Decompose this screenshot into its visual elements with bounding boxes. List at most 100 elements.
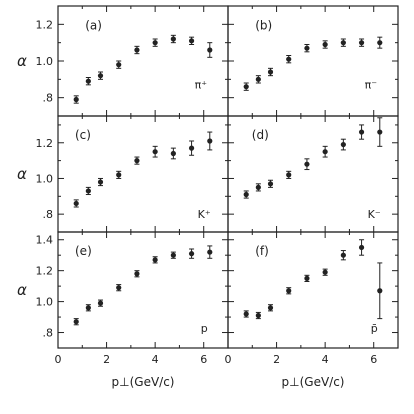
y-tick-label: 1.4 — [36, 234, 54, 247]
data-point — [286, 172, 292, 178]
data-point — [377, 40, 383, 46]
particle-label: p — [201, 322, 208, 335]
y-axis-title: α — [17, 165, 27, 183]
data-point — [207, 249, 213, 255]
x-axis-title: p⊥(GeV/c) — [112, 375, 175, 389]
data-point — [304, 45, 310, 51]
panel-e: .8 1.0 1.2 1.4 α 0 2 4 6 p⊥(GeV/c) (e) p — [17, 231, 229, 389]
data-point — [188, 38, 195, 44]
x-tick-label: 2 — [103, 353, 110, 366]
data-point — [255, 312, 261, 319]
x-tick-label: 2 — [273, 353, 280, 366]
data-point — [170, 36, 176, 42]
y-tick-label: 1.2 — [36, 18, 54, 31]
data-point — [243, 191, 249, 198]
data-point — [73, 96, 79, 103]
panel-f: 0 2 4 6 p⊥(GeV/c) (f) p̄ — [225, 231, 399, 389]
particle-label: p̄ — [371, 322, 378, 335]
data-point — [85, 78, 91, 84]
x-tick-label: 6 — [200, 353, 207, 366]
y-axis-title: α — [17, 52, 27, 70]
x-tick-label: 6 — [370, 353, 377, 366]
panel-label: (e) — [75, 244, 92, 258]
panel-b: (b) π⁻ — [227, 5, 399, 117]
data-point — [358, 129, 365, 135]
panel-d: (d) K⁻ — [227, 115, 399, 233]
data-point — [134, 271, 140, 277]
y-axis-title: α — [17, 281, 27, 299]
panel-label: (b) — [255, 18, 272, 32]
x-tick-label: 4 — [322, 353, 329, 366]
data-point — [322, 269, 328, 275]
data-point — [304, 275, 310, 281]
panel-label: (a) — [85, 18, 102, 32]
particle-label: π⁻ — [365, 79, 378, 92]
data-point — [73, 200, 79, 207]
data-point — [207, 47, 213, 53]
data-point — [358, 40, 365, 46]
panel-frame — [227, 5, 399, 117]
data-point — [85, 188, 91, 194]
data-point — [188, 145, 195, 151]
data-point — [188, 251, 195, 257]
data-point — [322, 41, 328, 48]
x-tick-label: 4 — [152, 353, 159, 366]
y-tick-label: 1.0 — [36, 296, 54, 309]
data-point — [243, 84, 249, 90]
data-point — [286, 288, 292, 294]
data-point — [358, 244, 365, 251]
data-point — [73, 319, 79, 325]
panel-c: .8 1.0 1.2 α (c) K⁺ — [17, 115, 229, 233]
panel-frame — [57, 5, 229, 117]
data-point — [207, 138, 213, 144]
data-point — [134, 47, 140, 53]
particle-label: K⁻ — [368, 208, 381, 221]
data-point — [304, 161, 310, 167]
data-point — [170, 150, 176, 157]
panels-group: .8 1.0 1.2 α (a) π⁺ (b) π⁻ .8 1.0 1.2 α (c) K⁺ (d) K⁻ .8… — [17, 5, 399, 389]
panel-label: (c) — [75, 128, 91, 142]
data-point — [340, 40, 346, 46]
panel-label: (d) — [252, 128, 269, 142]
data-point — [255, 76, 261, 82]
data-point — [116, 285, 122, 291]
data-point — [97, 179, 104, 185]
y-tick-label: .8 — [43, 92, 54, 105]
data-point — [170, 252, 176, 258]
y-tick-label: 1.0 — [36, 55, 54, 68]
x-axis-title: p⊥(GeV/c) — [282, 375, 345, 389]
data-point — [267, 69, 274, 75]
data-point — [340, 141, 346, 148]
y-tick-label: .8 — [43, 327, 54, 340]
data-point — [134, 158, 140, 164]
data-point — [286, 56, 292, 62]
data-point — [377, 129, 383, 135]
data-point — [97, 73, 104, 79]
data-point — [322, 149, 328, 155]
particle-label: K⁺ — [198, 208, 211, 221]
data-point — [255, 184, 261, 190]
data-point — [116, 172, 122, 178]
particle-label: π⁺ — [195, 79, 208, 92]
data-point — [85, 305, 91, 311]
y-tick-label: .8 — [43, 208, 54, 221]
data-point — [267, 305, 274, 311]
panel-frame — [227, 231, 399, 349]
data-point — [97, 300, 104, 306]
data-point — [116, 62, 122, 68]
y-tick-label: 1.2 — [36, 137, 54, 150]
data-point — [243, 311, 249, 317]
x-tick-label: 0 — [225, 353, 232, 366]
panel-a: .8 1.0 1.2 α (a) π⁺ — [17, 5, 229, 117]
data-point — [152, 149, 158, 155]
y-tick-label: 1.2 — [36, 265, 54, 278]
y-tick-label: 1.0 — [36, 172, 54, 185]
data-point — [340, 252, 346, 258]
data-point — [152, 257, 158, 263]
data-point — [267, 181, 274, 187]
panel-label: (f) — [255, 244, 269, 258]
x-tick-label: 0 — [55, 353, 62, 366]
data-point — [377, 288, 383, 294]
data-point — [152, 40, 158, 46]
